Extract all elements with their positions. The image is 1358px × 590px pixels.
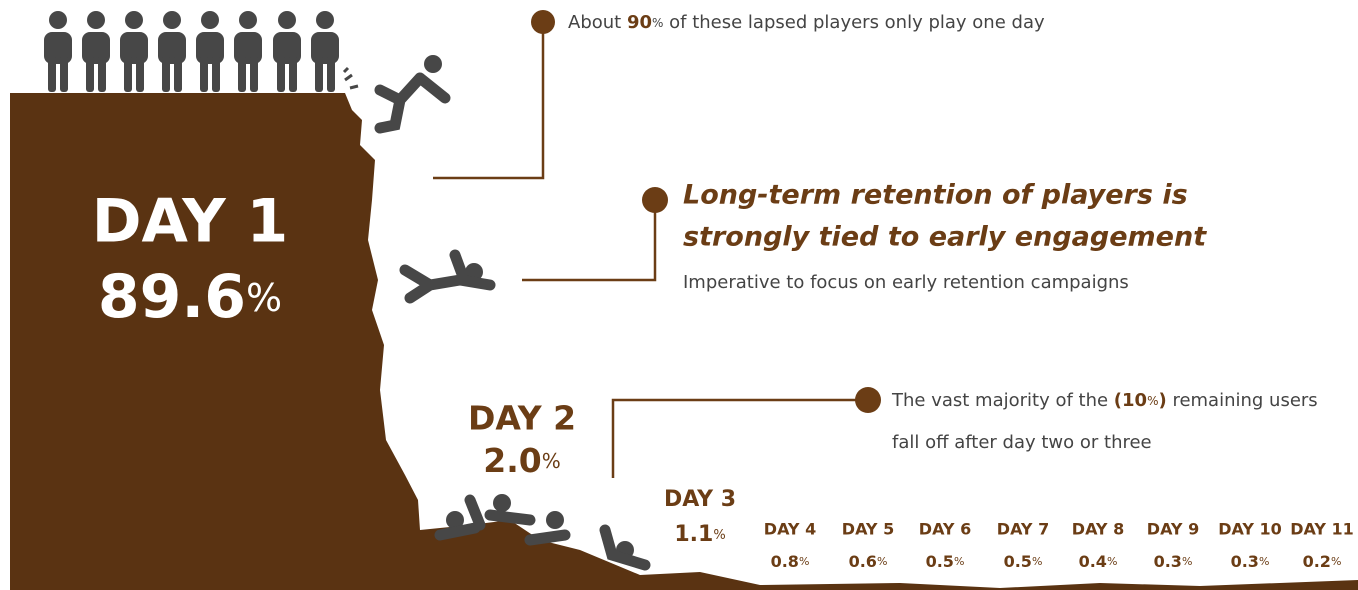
- text: %: [1147, 394, 1158, 408]
- day-value: 0.5%: [926, 552, 965, 571]
- day-value: 1.1%: [674, 522, 725, 547]
- text: %: [652, 16, 663, 30]
- unit: %: [954, 555, 964, 568]
- day-label: DAY 4: [764, 520, 816, 539]
- value: 89.6: [98, 262, 246, 332]
- remaining-note: fall off after day two or three: [892, 432, 1152, 453]
- bullet: [642, 187, 668, 213]
- unit: %: [1182, 555, 1192, 568]
- text: (10: [1114, 390, 1147, 411]
- callout-subtitle: Imperative to focus on early retention c…: [683, 272, 1129, 293]
- day-label: DAY 2: [468, 399, 576, 438]
- value: 0.4: [1079, 552, 1107, 571]
- text: ): [1158, 390, 1166, 411]
- text: of these lapsed players only play one da…: [663, 12, 1045, 33]
- unit: %: [713, 528, 725, 543]
- day-value: 0.2%: [1303, 552, 1342, 571]
- unit: %: [877, 555, 887, 568]
- value: 0.3: [1231, 552, 1259, 571]
- value: 0.6: [849, 552, 877, 571]
- bullet: [855, 387, 881, 413]
- day-label: DAY 1: [92, 187, 289, 257]
- remaining-note: The vast majority of the (10%) remaining…: [891, 390, 1318, 411]
- unit: %: [542, 449, 561, 473]
- day-value: 0.3%: [1154, 552, 1193, 571]
- day-label: DAY 10: [1218, 520, 1282, 539]
- day-label: DAY 11: [1290, 520, 1354, 539]
- connector: [613, 400, 860, 478]
- callout-title: strongly tied to early engagement: [683, 222, 1207, 253]
- day-label: DAY 6: [919, 520, 971, 539]
- day-value: 0.8%: [771, 552, 810, 571]
- day-value: 0.4%: [1079, 552, 1118, 571]
- unit: %: [1259, 555, 1269, 568]
- day-value: 0.5%: [1004, 552, 1043, 571]
- value: 0.5: [1004, 552, 1032, 571]
- unit: %: [799, 555, 809, 568]
- day-value: 0.3%: [1231, 552, 1270, 571]
- value: 0.3: [1154, 552, 1182, 571]
- infographic: About 90% of these lapsed players only p…: [0, 0, 1358, 590]
- bullet: [531, 10, 555, 34]
- standing-players: [44, 11, 339, 92]
- day-label: DAY 9: [1147, 520, 1199, 539]
- day-label: DAY 3: [664, 487, 736, 512]
- day-value: 0.6%: [849, 552, 888, 571]
- lapsed-note: About 90% of these lapsed players only p…: [568, 12, 1045, 33]
- callout-title: Long-term retention of players is: [683, 180, 1188, 211]
- value: 1.1: [674, 522, 713, 547]
- connector: [522, 200, 655, 280]
- day-label: DAY 8: [1072, 520, 1124, 539]
- text: The vast majority of the: [891, 390, 1114, 411]
- unit: %: [1107, 555, 1117, 568]
- unit: %: [246, 276, 282, 320]
- unit: %: [1032, 555, 1042, 568]
- value: 0.2: [1303, 552, 1331, 571]
- value: 0.5: [926, 552, 954, 571]
- text: remaining users: [1167, 390, 1318, 411]
- day-label: DAY 5: [842, 520, 894, 539]
- value: 0.8: [771, 552, 799, 571]
- unit: %: [1331, 555, 1341, 568]
- day-value: 2.0%: [483, 441, 560, 480]
- text: 90: [627, 12, 652, 33]
- text: About: [568, 12, 627, 33]
- cliff: [10, 93, 1358, 590]
- value: 2.0: [483, 441, 541, 480]
- day-label: DAY 7: [997, 520, 1049, 539]
